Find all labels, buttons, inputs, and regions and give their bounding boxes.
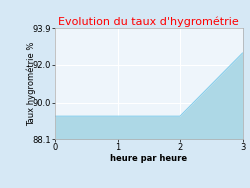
X-axis label: heure par heure: heure par heure bbox=[110, 154, 187, 163]
Y-axis label: Taux hygrométrie %: Taux hygrométrie % bbox=[26, 42, 36, 126]
Title: Evolution du taux d'hygrométrie: Evolution du taux d'hygrométrie bbox=[58, 17, 239, 27]
